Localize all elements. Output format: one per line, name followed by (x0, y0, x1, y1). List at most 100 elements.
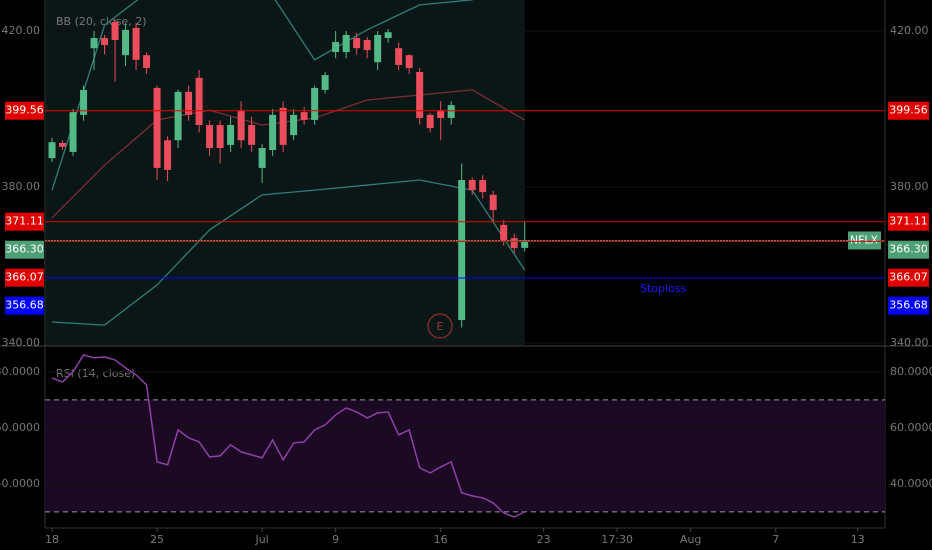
candle-body (132, 27, 140, 60)
y-tick-label: 340.00 (890, 336, 929, 349)
candle-body (111, 22, 119, 40)
bollinger-basis (51, 89, 526, 219)
y-tick-label: 60.0000 (890, 421, 932, 434)
candle-body (101, 38, 109, 46)
candle-body (248, 125, 256, 145)
x-tick-label: 9 (332, 533, 339, 546)
candle-body (143, 55, 151, 69)
level-label-box (888, 212, 929, 231)
x-tick-label: 13 (851, 533, 865, 546)
level-label-box (5, 101, 44, 120)
candle-body (416, 71, 424, 118)
level-label: 366.30 (889, 243, 928, 256)
level-label: 399.56 (5, 104, 44, 117)
x-tick-label: 7 (772, 533, 779, 546)
level-label-box (5, 240, 44, 259)
candle-body (80, 89, 88, 115)
candle-body (342, 34, 350, 53)
candle-body (458, 180, 466, 321)
candle-body (321, 75, 329, 90)
candle-body (374, 34, 382, 63)
level-label-box (5, 212, 44, 231)
level-label-box (888, 296, 929, 315)
candle-body (174, 91, 182, 141)
main-title: BB (20, close, 2) (56, 15, 147, 28)
candle-body (353, 38, 361, 49)
candle-body (311, 87, 319, 120)
x-tick-label: Jul (254, 533, 268, 546)
level-label: 366.07 (889, 271, 928, 284)
candle-body (185, 91, 193, 115)
candle-body (479, 180, 487, 193)
candle-body (153, 87, 161, 168)
y-tick-label: 40.0000 (0, 477, 40, 490)
candle-body (521, 240, 529, 248)
candle-body (258, 148, 266, 168)
earnings-marker (427, 313, 453, 339)
stoploss-label: Stoploss (640, 282, 687, 295)
y-tick-label: 80.0000 (890, 365, 932, 378)
candle-body (290, 114, 298, 136)
candle-body (332, 41, 340, 53)
candle-body (489, 194, 497, 211)
x-tick-label: 25 (150, 533, 164, 546)
candle-body (269, 114, 277, 150)
candle-body (122, 29, 130, 56)
candle-body (437, 110, 445, 118)
level-label: 371.11 (5, 215, 44, 228)
level-label-box (5, 296, 44, 315)
candle-body (237, 110, 245, 141)
level-label: 366.30 (5, 243, 44, 256)
y-tick-label: 420.00 (890, 24, 929, 37)
candle-body (206, 125, 214, 149)
level-label: 366.07 (5, 271, 44, 284)
y-tick-label: 60.0000 (0, 421, 40, 434)
candle-body (405, 55, 413, 69)
level-label: 371.11 (889, 215, 928, 228)
candle-body (395, 48, 403, 65)
candle-body (500, 224, 508, 241)
level-label: 356.68 (5, 299, 44, 312)
candle-body (69, 112, 77, 152)
y-tick-label: 80.0000 (0, 365, 40, 378)
x-tick-label: Aug (680, 533, 701, 546)
symbol-box (848, 231, 881, 250)
candle-body (216, 125, 224, 149)
candle-body (195, 77, 203, 126)
candle-body (279, 107, 287, 145)
y-tick-label: 380.00 (2, 180, 41, 193)
level-label-box (888, 101, 929, 120)
earnings-label: E (437, 320, 444, 333)
level-label-box (5, 268, 44, 287)
x-tick-label: 16 (434, 533, 448, 546)
symbol-label: NFLX (850, 233, 879, 246)
level-label-box (888, 268, 929, 287)
candle-body (363, 39, 371, 51)
y-tick-label: 380.00 (890, 180, 929, 193)
bollinger-upper (51, 0, 474, 191)
candle-body (164, 140, 172, 170)
candle-body (468, 180, 476, 191)
level-label: 399.56 (889, 104, 928, 117)
candle-body (48, 142, 56, 159)
y-tick-label: 40.0000 (890, 477, 932, 490)
y-tick-label: 420.00 (2, 24, 41, 37)
rsi-title: RSI (14, close) (56, 367, 135, 380)
x-tick-label: 23 (537, 533, 551, 546)
y-tick-label: 340.00 (2, 336, 41, 349)
level-label: 356.68 (889, 299, 928, 312)
candle-body (300, 112, 308, 120)
level-label-box (888, 240, 929, 259)
candle-body (90, 38, 98, 49)
candle-body (510, 238, 518, 248)
x-tick-label: 17:30 (601, 533, 633, 546)
band-area (45, 0, 525, 345)
rsi-line (51, 354, 526, 518)
candle-body (59, 142, 67, 147)
x-tick-label: 18 (45, 533, 59, 546)
bollinger-lower (51, 179, 526, 326)
candle-body (447, 105, 455, 118)
candle-body (384, 32, 392, 39)
candle-body (426, 114, 434, 129)
